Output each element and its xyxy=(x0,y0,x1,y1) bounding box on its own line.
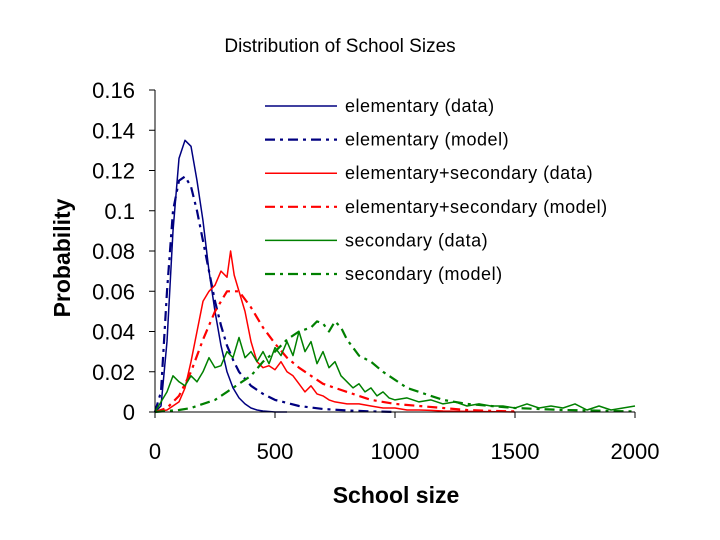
series-line xyxy=(154,139,287,413)
legend-label: secondary (model) xyxy=(345,264,503,284)
y-tick-label: 0.12 xyxy=(92,159,135,184)
y-tick-label: 0 xyxy=(123,400,135,425)
y-tick-label: 0.08 xyxy=(92,239,135,264)
y-tick-label: 0.1 xyxy=(104,199,135,224)
x-tick-label: 1500 xyxy=(491,439,540,464)
x-tick-label: 2000 xyxy=(611,439,660,464)
axes: 0 0.02 0.04 0.06 0.08 0.1 0.12 0.14 0.16 0 500 1000… xyxy=(92,78,659,464)
x-tick-label: 500 xyxy=(257,439,294,464)
legend-label: elementary+secondary (model) xyxy=(345,197,608,217)
chart-title: Distribution of School Sizes xyxy=(224,36,455,57)
x-tick-label: 1000 xyxy=(371,439,420,464)
x-tick-label: 0 xyxy=(149,439,161,464)
legend-label: secondary (data) xyxy=(345,230,488,250)
y-tick-label: 0.16 xyxy=(92,78,135,103)
y-tick-label: 0.14 xyxy=(92,118,135,143)
legend: elementary (data) elementary (model) eleme… xyxy=(265,96,608,284)
plot-area xyxy=(153,139,636,414)
legend-label: elementary (model) xyxy=(345,130,509,150)
series-line xyxy=(154,320,636,414)
series-line xyxy=(154,250,516,413)
legend-label: elementary+secondary (data) xyxy=(345,163,593,183)
y-tick-label: 0.04 xyxy=(92,320,135,345)
y-tick-label: 0.02 xyxy=(92,360,135,385)
series-line xyxy=(153,175,396,414)
series-line xyxy=(154,290,516,414)
x-axis-title: School size xyxy=(333,482,460,508)
y-axis-title: Probability xyxy=(49,198,75,317)
y-tick-label: 0.06 xyxy=(92,279,135,304)
legend-label: elementary (data) xyxy=(345,96,495,116)
